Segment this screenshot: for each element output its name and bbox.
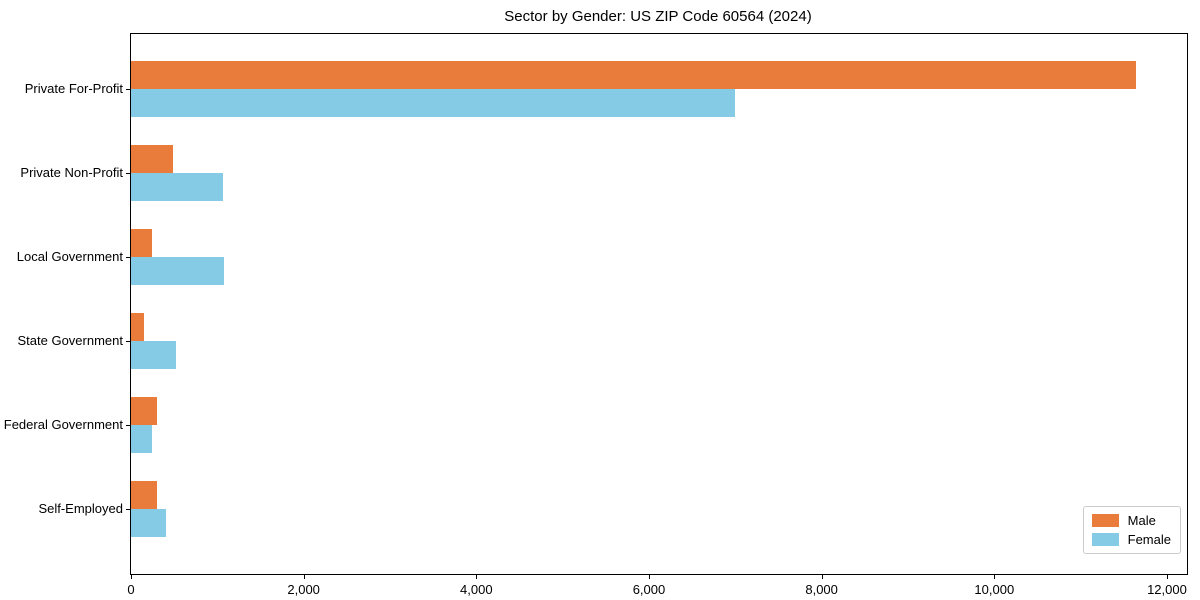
x-tick-mark — [476, 575, 478, 579]
y-tick-label: State Government — [17, 333, 124, 348]
legend: Male Female — [1082, 506, 1181, 554]
bar-male — [131, 313, 144, 341]
y-tick-label: Local Government — [16, 249, 123, 264]
x-tick-label: 2,000 — [287, 582, 320, 597]
x-tick-mark — [994, 575, 996, 579]
legend-swatch-male — [1091, 514, 1119, 527]
x-tick-label: 8,000 — [805, 582, 838, 597]
x-tick-mark — [131, 575, 132, 579]
x-tick-mark — [821, 575, 823, 579]
y-tick-label: Self-Employed — [38, 501, 123, 516]
legend-label-male: Male — [1127, 513, 1156, 528]
bar-male — [131, 61, 1136, 89]
y-tick-label: Private For-Profit — [24, 81, 123, 96]
chart-title: Sector by Gender: US ZIP Code 60564 (202… — [504, 8, 812, 25]
bar-female — [131, 341, 176, 369]
x-tick-mark — [1166, 575, 1168, 579]
plot-area: Private For-Profit Private Non-Profit Loca… — [4, 33, 1188, 597]
bar-female — [131, 257, 225, 285]
legend-item-female: Female — [1091, 532, 1171, 547]
bar-male — [131, 397, 157, 425]
x-tick-mark — [303, 575, 305, 579]
y-tick-label: Federal Government — [3, 417, 123, 432]
x-tick-label: 6,000 — [632, 582, 666, 597]
bar-male — [131, 481, 157, 509]
x-tick-label: 0 — [127, 582, 135, 597]
bar-female — [131, 425, 152, 453]
y-tick-mark — [126, 509, 130, 510]
y-tick-mark — [126, 89, 130, 90]
y-tick-mark — [126, 257, 130, 258]
x-tick-label: 10,000 — [974, 582, 1015, 597]
y-tick-mark — [126, 173, 130, 174]
x-tick-label: 4,000 — [460, 582, 493, 597]
bar-female — [131, 509, 167, 537]
bar-male — [131, 229, 153, 257]
x-tick-label: 12,000 — [1147, 582, 1187, 597]
y-tick-mark — [126, 425, 130, 426]
y-tick-mark — [126, 341, 130, 342]
y-tick-label: Private Non-Profit — [20, 165, 123, 180]
bar-female — [131, 173, 224, 201]
x-tick-mark — [648, 575, 650, 579]
legend-item-male: Male — [1091, 513, 1171, 528]
legend-label-female: Female — [1127, 532, 1171, 547]
bar-male — [131, 145, 174, 173]
bar-female — [131, 89, 736, 117]
legend-swatch-female — [1091, 533, 1119, 546]
